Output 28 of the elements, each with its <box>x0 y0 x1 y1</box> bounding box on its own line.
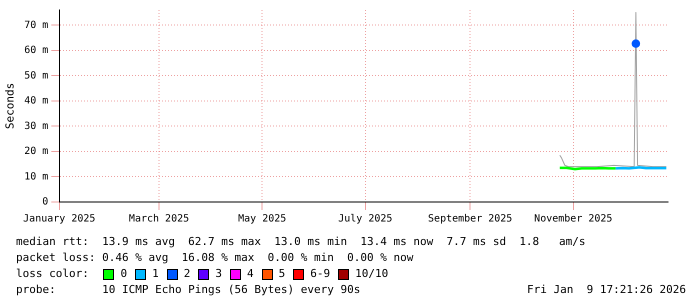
x-tick-label: September 2025 <box>428 214 512 225</box>
legend-label: 6-9 <box>310 266 330 282</box>
y-tick-label: 30 m <box>24 120 48 132</box>
legend-label: 2 <box>184 266 190 282</box>
y-axis-title: Seconds <box>3 82 16 130</box>
x-tick-label: March 2025 <box>128 214 190 225</box>
legend-label: 5 <box>278 266 286 282</box>
y-tick-label: 40 m <box>24 96 48 107</box>
legend-label: 1 <box>152 266 159 282</box>
text: packet loss: 0.46 % avg 16.08 % max 0.00 % min 0.00 % now <box>16 250 414 266</box>
y-tick-label: 60 m <box>24 45 48 56</box>
x-tick-label: January 2025 <box>23 214 96 225</box>
y-tick-label: 0 <box>42 196 48 208</box>
x-tick-label: November 2025 <box>534 214 612 225</box>
x-tick-label: May 2025 <box>238 214 286 225</box>
y-tick-label: 70 m <box>24 20 48 31</box>
legend-label: 4 <box>246 266 254 282</box>
y-tick-label: 20 m <box>24 146 48 158</box>
legend-label: 3 <box>215 266 222 282</box>
y-tick-label: 50 m <box>24 70 48 82</box>
legend-label: 10/10 <box>355 266 388 282</box>
legend-title: loss color: <box>16 267 89 280</box>
legend-label: 0 <box>120 266 128 282</box>
y-tick-label: 10 m <box>24 171 48 182</box>
text: median rtt: 13.9 ms avg 62.7 ms max 13.0 ms min 13.4 ms now 7.7 ms sd 1.8 am/s <box>16 234 587 250</box>
text: probe: 10 ICMP Echo Pings (56 Bytes) every 90s <box>16 283 360 296</box>
text: Fri Jan 9 17:21:26 2026 <box>527 282 686 297</box>
x-tick-label: July 2025 <box>338 214 392 225</box>
